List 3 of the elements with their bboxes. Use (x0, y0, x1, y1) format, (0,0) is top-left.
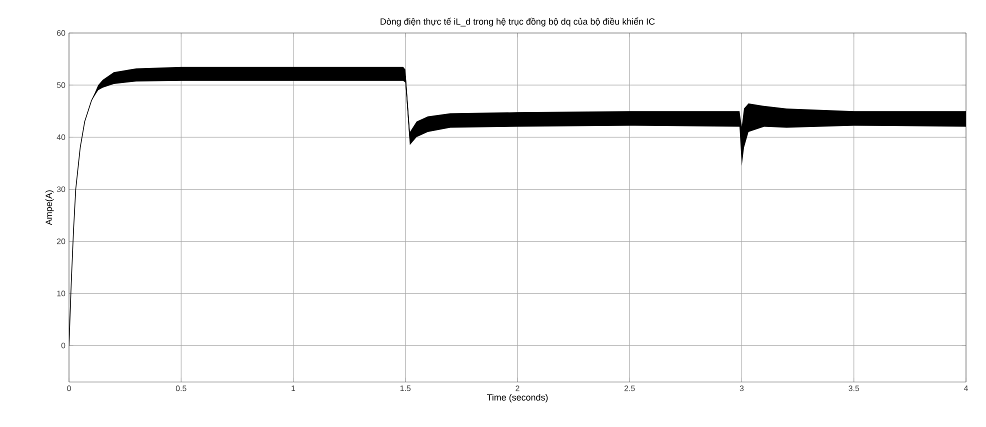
chart-title: Dòng điện thực tế iL_d trong hệ trục đồng bộ dq của bộ điều khiển IC (380, 17, 655, 26)
y-axis-title: Ampe(A) (45, 190, 54, 226)
x-axis-title: Time (seconds) (486, 394, 548, 402)
